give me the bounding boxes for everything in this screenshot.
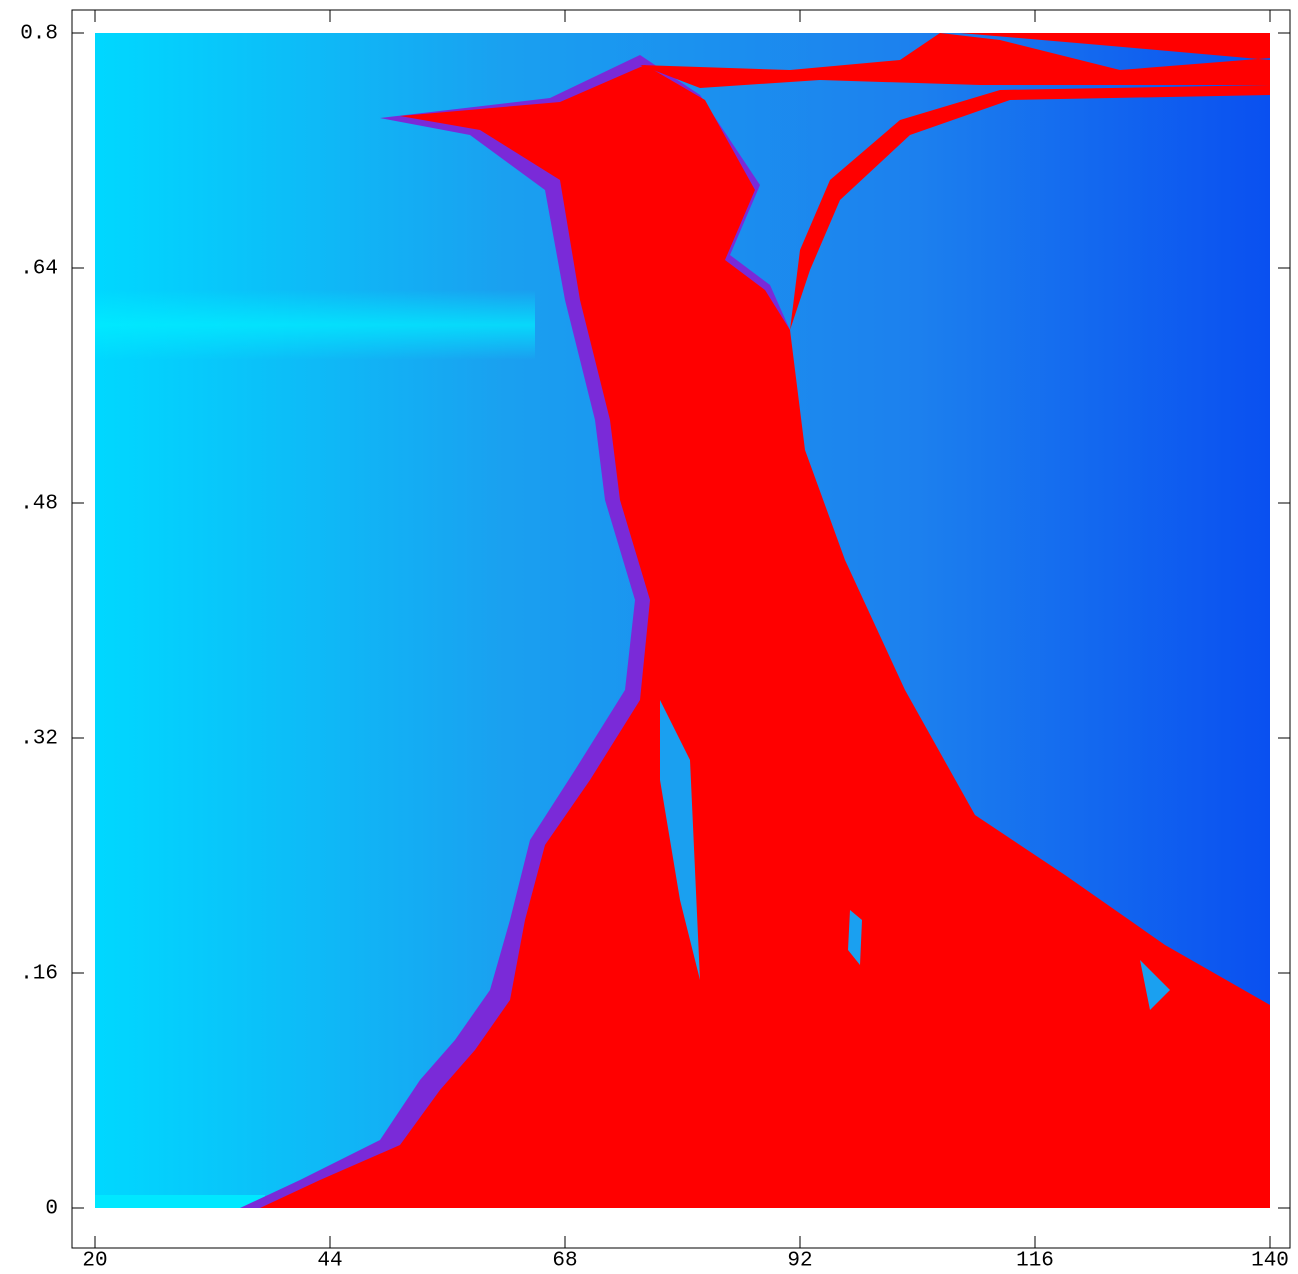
y-tick-label: 0.8 (20, 23, 58, 46)
heatmap-image (95, 33, 1270, 1208)
y-tick-label: .64 (20, 258, 58, 281)
y-tick-label: .48 (20, 493, 58, 516)
x-tick-label: 92 (787, 1250, 812, 1273)
plot-frame (71, 9, 1291, 1249)
x-tick-label: 68 (552, 1250, 577, 1273)
x-tick-label: 140 (1251, 1250, 1289, 1273)
y-tick-label: 0 (45, 1198, 58, 1221)
y-tick-label: .32 (20, 728, 58, 751)
y-tick-label: .16 (20, 963, 58, 986)
x-tick-label: 44 (317, 1250, 342, 1273)
x-tick-label: 20 (82, 1250, 107, 1273)
x-tick-label: 116 (1016, 1250, 1054, 1273)
